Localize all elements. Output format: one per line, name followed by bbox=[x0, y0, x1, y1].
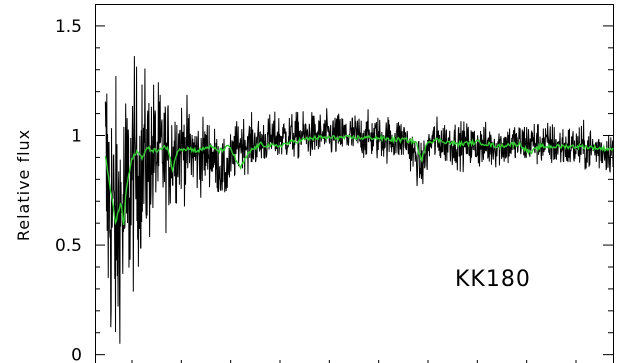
y-tick-label: 1.5 bbox=[55, 17, 82, 37]
series-layer bbox=[104, 56, 614, 344]
y-tick-label: 1 bbox=[71, 126, 82, 146]
y-tick-label: 0.5 bbox=[55, 236, 82, 256]
annotation-label: KK180 bbox=[455, 267, 531, 292]
plot-frame bbox=[95, 4, 614, 363]
y-ticks: 0 0.5 1 1.5 bbox=[55, 17, 613, 363]
y-axis-label: Relative flux bbox=[14, 129, 33, 241]
observed-spectrum-line bbox=[104, 56, 614, 344]
x-ticks bbox=[131, 360, 577, 363]
model-spectrum-line bbox=[104, 133, 614, 226]
y-tick-label: 0 bbox=[71, 346, 82, 363]
